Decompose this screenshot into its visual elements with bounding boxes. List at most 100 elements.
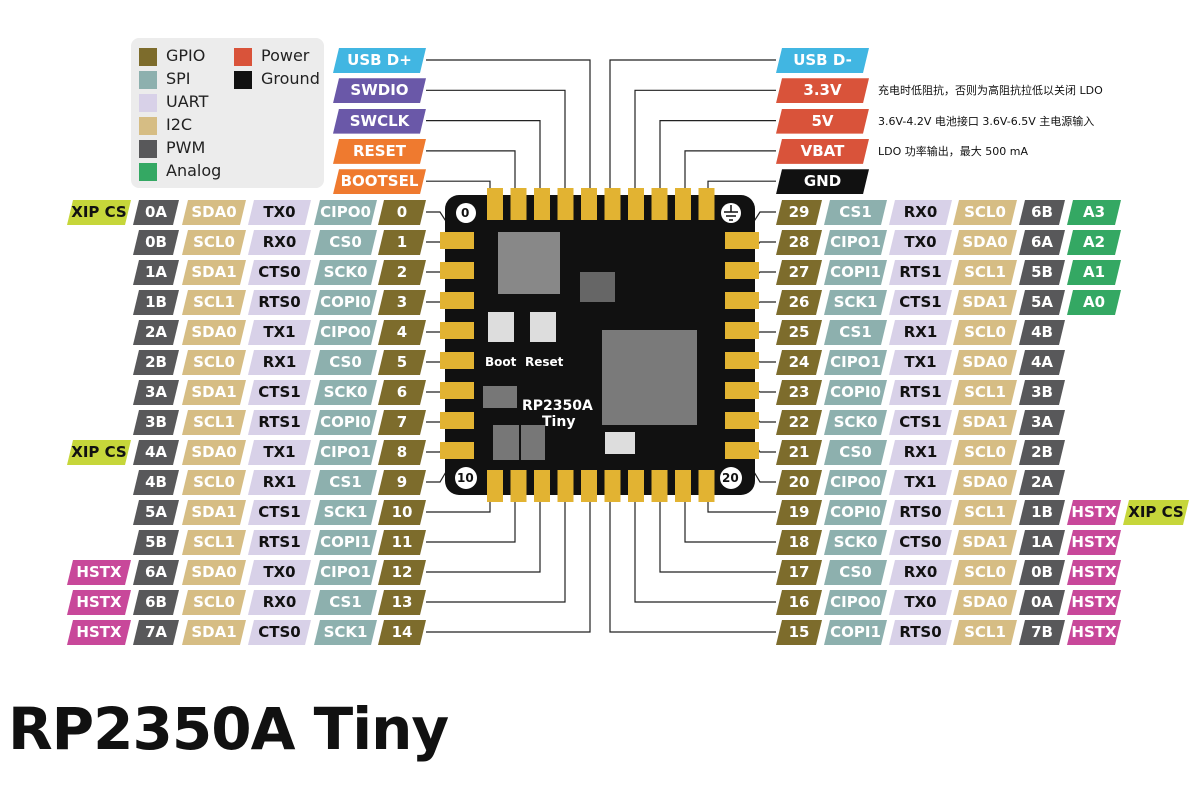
uart-label: RTS1: [889, 260, 952, 285]
leader-line: [659, 500, 776, 573]
i2c-label: SDA0: [953, 350, 1017, 375]
xip-cs-label: XIP CS: [1123, 500, 1189, 525]
uart-label: RX1: [248, 470, 311, 495]
leader-line: [609, 59, 776, 200]
i2c-label: SCL1: [953, 260, 1017, 285]
spi-label: SCK0: [314, 260, 377, 285]
gpio-label: 21: [776, 440, 822, 465]
pin-marker: 20: [722, 471, 739, 485]
uart-label: RTS0: [889, 500, 952, 525]
i2c-label: SDA0: [182, 200, 246, 225]
inductor: [498, 232, 560, 294]
pwm-label: 3A: [133, 380, 179, 405]
uart-label: RTS0: [889, 620, 952, 645]
pwm-label: 1A: [133, 260, 179, 285]
gpio-label: 24: [776, 350, 822, 375]
pcb: [445, 195, 755, 495]
uart-label: RX0: [248, 230, 311, 255]
i2c-label: SDA1: [953, 410, 1017, 435]
extra-function: XIP CS: [67, 200, 131, 225]
spi-label: CIPO1: [314, 440, 377, 465]
leader-line: [634, 500, 776, 603]
leader-line: [426, 59, 591, 200]
legend-swatch: [139, 71, 157, 89]
pin-label-vbat: VBAT: [776, 139, 869, 164]
gpio-label: 12: [378, 560, 426, 585]
pwm-label: 5B: [1019, 260, 1065, 285]
spi-label: CS0: [824, 440, 887, 465]
extra-function: HSTX: [1067, 500, 1121, 525]
leader-line: [707, 500, 776, 513]
leader-line: [426, 500, 516, 543]
leader-line: [659, 119, 776, 200]
uart-label: CTS1: [248, 380, 311, 405]
gpio-label: 14: [378, 620, 426, 645]
spi-label: CS1: [314, 470, 377, 495]
pwm-label: 6B: [1019, 200, 1065, 225]
pin-label-swclk: SWCLK: [333, 109, 426, 134]
uart-label: TX1: [248, 440, 311, 465]
spi-label: CIPO1: [314, 560, 377, 585]
i2c-label: SDA0: [953, 590, 1017, 615]
spi-label: COPI1: [824, 260, 887, 285]
spi-label: CIPO0: [314, 200, 377, 225]
i2c-label: SCL1: [953, 620, 1017, 645]
uart-label: CTS1: [889, 290, 952, 315]
pwm-label: 0B: [133, 230, 179, 255]
pwm-label: 5A: [133, 500, 179, 525]
pin-label-5v: 5V: [776, 109, 869, 134]
uart-label: CTS0: [248, 620, 311, 645]
pwm-label: 4B: [133, 470, 179, 495]
leader-line: [426, 150, 516, 200]
pwm-label: 4B: [1019, 320, 1065, 345]
gpio-label: 0: [378, 200, 426, 225]
i2c-label: SCL1: [182, 290, 246, 315]
spi-label: CS0: [314, 350, 377, 375]
i2c-label: SDA1: [182, 500, 246, 525]
i2c-label: SDA1: [182, 380, 246, 405]
uart-label: RTS1: [248, 530, 311, 555]
gpio-label: 8: [378, 440, 426, 465]
gpio-label: 9: [378, 470, 426, 495]
pin-note: 充电时低阻抗，否则为高阻抗拉低以关闭 LDO: [878, 84, 1103, 98]
extra-function: A1: [1067, 260, 1121, 285]
gpio-label: 26: [776, 290, 822, 315]
uart-label: RTS1: [248, 410, 311, 435]
i2c-label: SCL1: [953, 500, 1017, 525]
legend-label: GPIO: [166, 46, 206, 65]
spi-label: SCK0: [314, 380, 377, 405]
gpio-label: 13: [378, 590, 426, 615]
leader-line: [426, 500, 541, 573]
uart-label: RX1: [248, 350, 311, 375]
i2c-label: SCL0: [182, 590, 246, 615]
board-subname: Tiny: [542, 414, 576, 430]
i2c-label: SCL1: [953, 380, 1017, 405]
leader-line: [684, 500, 776, 543]
spi-label: COPI1: [314, 530, 377, 555]
pwm-label: 0B: [1019, 560, 1065, 585]
i2c-label: SDA0: [182, 320, 246, 345]
pin-label-reset: RESET: [333, 139, 426, 164]
spi-label: SCK0: [824, 530, 887, 555]
legend-swatch: [139, 117, 157, 135]
gpio-label: 5: [378, 350, 426, 375]
uart-label: RX1: [889, 320, 952, 345]
gpio-label: 10: [378, 500, 426, 525]
extra-function: HSTX: [1067, 620, 1121, 645]
gpio-label: 6: [378, 380, 426, 405]
pwm-label: 0A: [1019, 590, 1065, 615]
legend-label: UART: [166, 92, 209, 111]
i2c-label: SCL0: [953, 560, 1017, 585]
pwm-label: 2A: [133, 320, 179, 345]
uart-label: TX1: [889, 350, 952, 375]
i2c-label: SDA1: [953, 290, 1017, 315]
extra-function: HSTX: [67, 590, 131, 615]
i2c-label: SCL1: [182, 410, 246, 435]
spi-label: COPI0: [824, 500, 887, 525]
legend-label: SPI: [166, 69, 191, 88]
uart-label: TX0: [248, 560, 311, 585]
spi-label: CS0: [824, 560, 887, 585]
pwm-label: 6B: [133, 590, 179, 615]
legend: GPIO SPI UART I2C PWM Analog Power Ground: [131, 38, 324, 188]
